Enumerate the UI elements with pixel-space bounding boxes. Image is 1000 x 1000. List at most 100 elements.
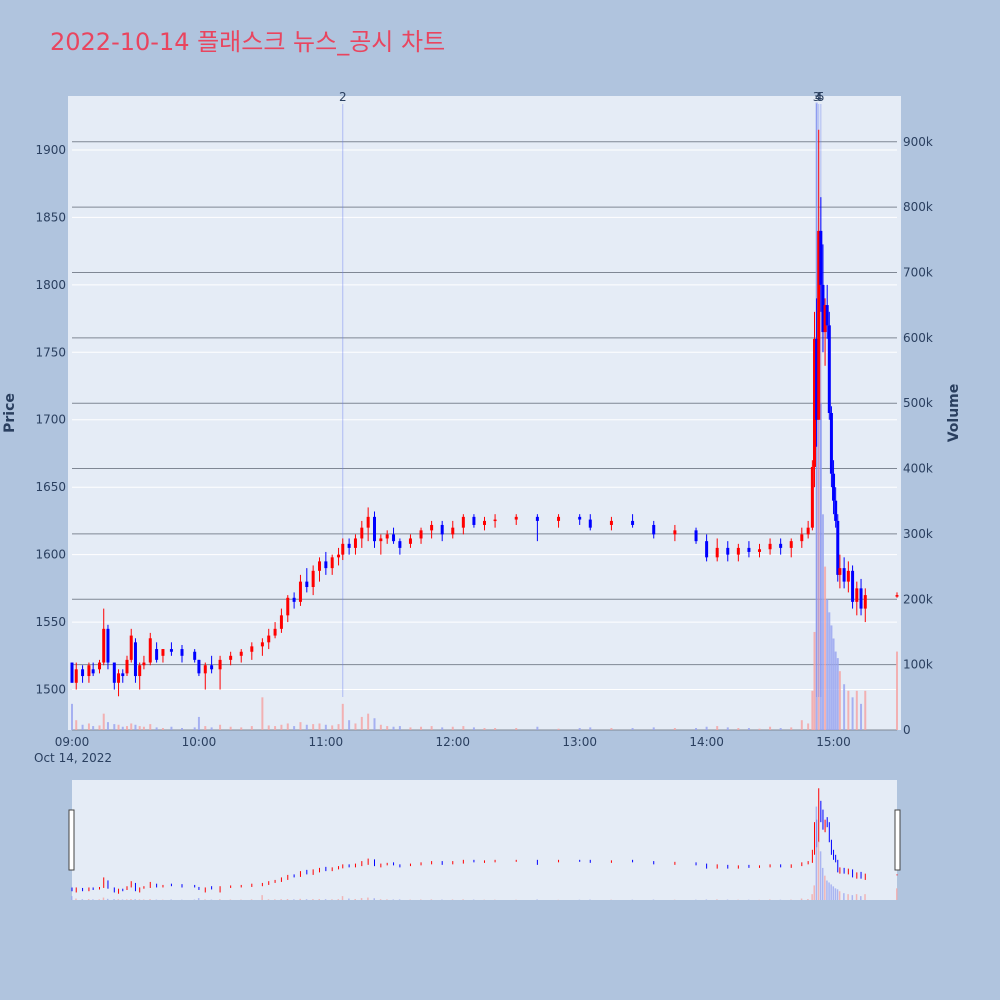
volume-bar — [864, 690, 867, 730]
slider-volume-bar — [318, 899, 320, 900]
slider-volume-bar — [71, 896, 73, 900]
volume-bar — [536, 726, 539, 730]
volume-bar — [758, 728, 761, 730]
volume-bar — [92, 726, 95, 730]
price-tick-label: 1650 — [35, 480, 66, 494]
candle-body — [789, 541, 793, 548]
volume-bar — [219, 724, 222, 730]
volume-bar — [134, 724, 137, 730]
slider-volume-bar — [113, 899, 115, 900]
volume-bar — [811, 690, 814, 730]
candle-body — [823, 305, 827, 333]
range-slider[interactable] — [72, 780, 897, 900]
volume-bar — [430, 726, 433, 730]
volume-bar — [197, 716, 200, 730]
candle-body — [286, 597, 290, 616]
volume-bar — [737, 728, 740, 730]
candle-body — [318, 561, 321, 571]
candle-body — [827, 325, 831, 413]
volume-bar — [769, 726, 772, 730]
volume-bar — [318, 723, 321, 730]
candle-body — [121, 673, 125, 677]
annotation-label: 2 — [339, 90, 347, 104]
slider-volume-bar — [860, 896, 862, 900]
candle-body — [819, 230, 823, 285]
volume-bar — [117, 724, 120, 730]
slider-volume-bar — [149, 899, 151, 900]
range-slider-right-handle[interactable] — [894, 809, 901, 871]
price-tick-label: 1500 — [35, 683, 66, 697]
candle-body — [239, 651, 243, 656]
volume-bar — [113, 724, 116, 730]
slider-volume-bar — [855, 894, 858, 900]
volume-bar — [138, 726, 141, 730]
volume-bar — [71, 703, 73, 730]
volume-bar — [360, 716, 363, 730]
volume-bar — [824, 566, 827, 730]
volume-bar — [398, 726, 401, 730]
candle-body — [360, 527, 364, 539]
volume-bar — [834, 651, 837, 730]
volume-bar — [441, 727, 444, 730]
candle-body — [87, 665, 91, 677]
candle-body — [825, 305, 829, 326]
price-gridlines — [72, 149, 897, 691]
slider-volume-bar — [815, 806, 818, 900]
candle-body — [337, 554, 341, 558]
slider-volume-bar — [386, 899, 388, 900]
candle-body — [483, 520, 486, 525]
volume-bar — [726, 727, 729, 730]
volume-bar — [807, 723, 810, 730]
slider-volume-bar — [847, 894, 849, 900]
candle-body — [324, 561, 328, 569]
volume-bar — [462, 726, 465, 730]
range-slider-preview — [71, 788, 898, 901]
volume-bar — [126, 726, 128, 730]
candle-body — [112, 662, 116, 683]
x-date-label: Oct 14, 2022 — [34, 751, 112, 765]
candle-body — [863, 595, 867, 609]
volume-bar — [716, 726, 719, 730]
range-slider-left-handle[interactable] — [68, 809, 75, 871]
volume-bar — [830, 625, 833, 730]
candle-body — [142, 662, 146, 666]
volume-bar — [170, 726, 173, 730]
candle-body — [694, 530, 698, 542]
volume-bar — [274, 726, 277, 730]
candle-body — [385, 534, 389, 539]
candle-body — [493, 519, 497, 522]
slider-volume-bar — [832, 886, 835, 900]
volume-bar — [578, 728, 581, 730]
candle-body — [408, 538, 412, 544]
volume-bar — [494, 728, 497, 730]
slider-volume-bar — [312, 899, 314, 900]
candle-body — [859, 588, 863, 609]
slider-volume-bar — [106, 898, 109, 900]
slider-volume-bar — [280, 899, 282, 900]
candle-body — [347, 543, 351, 548]
candle-body — [169, 649, 173, 652]
candle-body — [129, 635, 133, 660]
volume-axis-title: Volume — [946, 384, 962, 443]
candle-body — [815, 338, 819, 420]
candle-body — [392, 534, 396, 542]
volume-bar — [312, 724, 315, 730]
volume-bar — [819, 403, 822, 730]
candle-body — [514, 516, 518, 520]
candle-body — [155, 649, 159, 660]
slider-volume-bar — [811, 894, 813, 900]
volume-bar — [821, 514, 824, 730]
candle-body — [461, 516, 465, 528]
volume-bar — [705, 726, 708, 730]
price-tick-label: 1900 — [35, 143, 66, 157]
candle-body — [578, 516, 582, 520]
candle-body — [133, 642, 137, 677]
slider-volume-bar — [826, 880, 828, 900]
volume-bar — [341, 703, 344, 730]
volume-bar — [331, 725, 334, 730]
candle-body — [817, 230, 821, 420]
volume-bar — [557, 728, 560, 730]
candle-body — [829, 413, 833, 474]
chart-title: 2022-10-14 플래스크 뉴스_공시 차트 — [50, 28, 445, 56]
